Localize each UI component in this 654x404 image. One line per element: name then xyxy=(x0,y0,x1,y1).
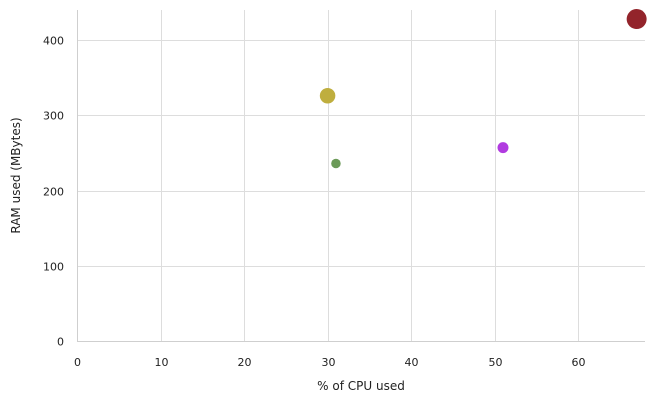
y-axis-title: RAM used (MBytes) xyxy=(9,117,23,233)
x-tick-label: 30 xyxy=(322,356,336,369)
data-point-layer xyxy=(319,9,647,169)
data-point xyxy=(319,88,336,104)
x-tick-label: 60 xyxy=(572,356,586,369)
data-point xyxy=(331,158,341,169)
y-tick-label: 100 xyxy=(43,261,64,274)
x-tick-label: 50 xyxy=(489,356,503,369)
tick-label-layer: 0 10 20 30 40 50 60 0 100 200 300 400 xyxy=(43,35,586,370)
x-tick-label: 20 xyxy=(238,356,252,369)
y-tick-label: 400 xyxy=(43,35,64,48)
x-axis-title: % of CPU used xyxy=(317,379,405,393)
x-tick-label: 0 xyxy=(74,356,81,369)
grid-layer xyxy=(77,10,645,342)
data-point xyxy=(497,142,509,154)
data-point xyxy=(626,9,647,30)
x-tick-label: 40 xyxy=(405,356,419,369)
y-tick-label: 200 xyxy=(43,186,64,199)
x-tick-label: 10 xyxy=(155,356,169,369)
axis-layer xyxy=(77,10,645,342)
y-tick-label: 300 xyxy=(43,110,64,123)
y-tick-label: 0 xyxy=(57,336,64,349)
